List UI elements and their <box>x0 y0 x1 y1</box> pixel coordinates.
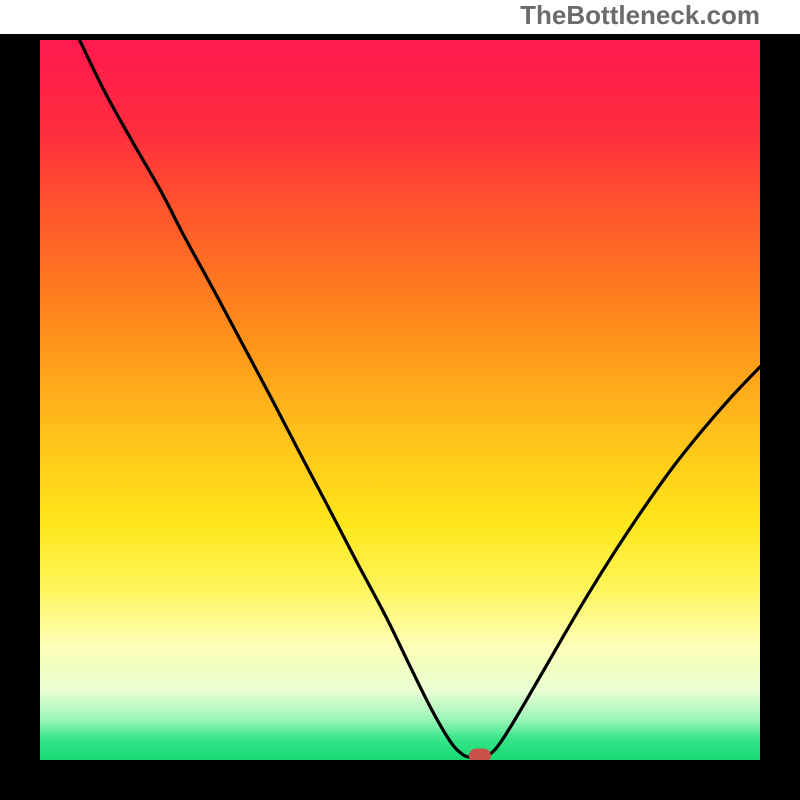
plot-background <box>40 40 760 760</box>
chart-container: TheBottleneck.com <box>0 0 800 800</box>
bottleneck-chart <box>0 0 800 800</box>
frame-right <box>760 0 800 800</box>
watermark-text: TheBottleneck.com <box>520 0 760 31</box>
frame-left <box>0 0 40 800</box>
frame-bottom <box>0 760 800 800</box>
